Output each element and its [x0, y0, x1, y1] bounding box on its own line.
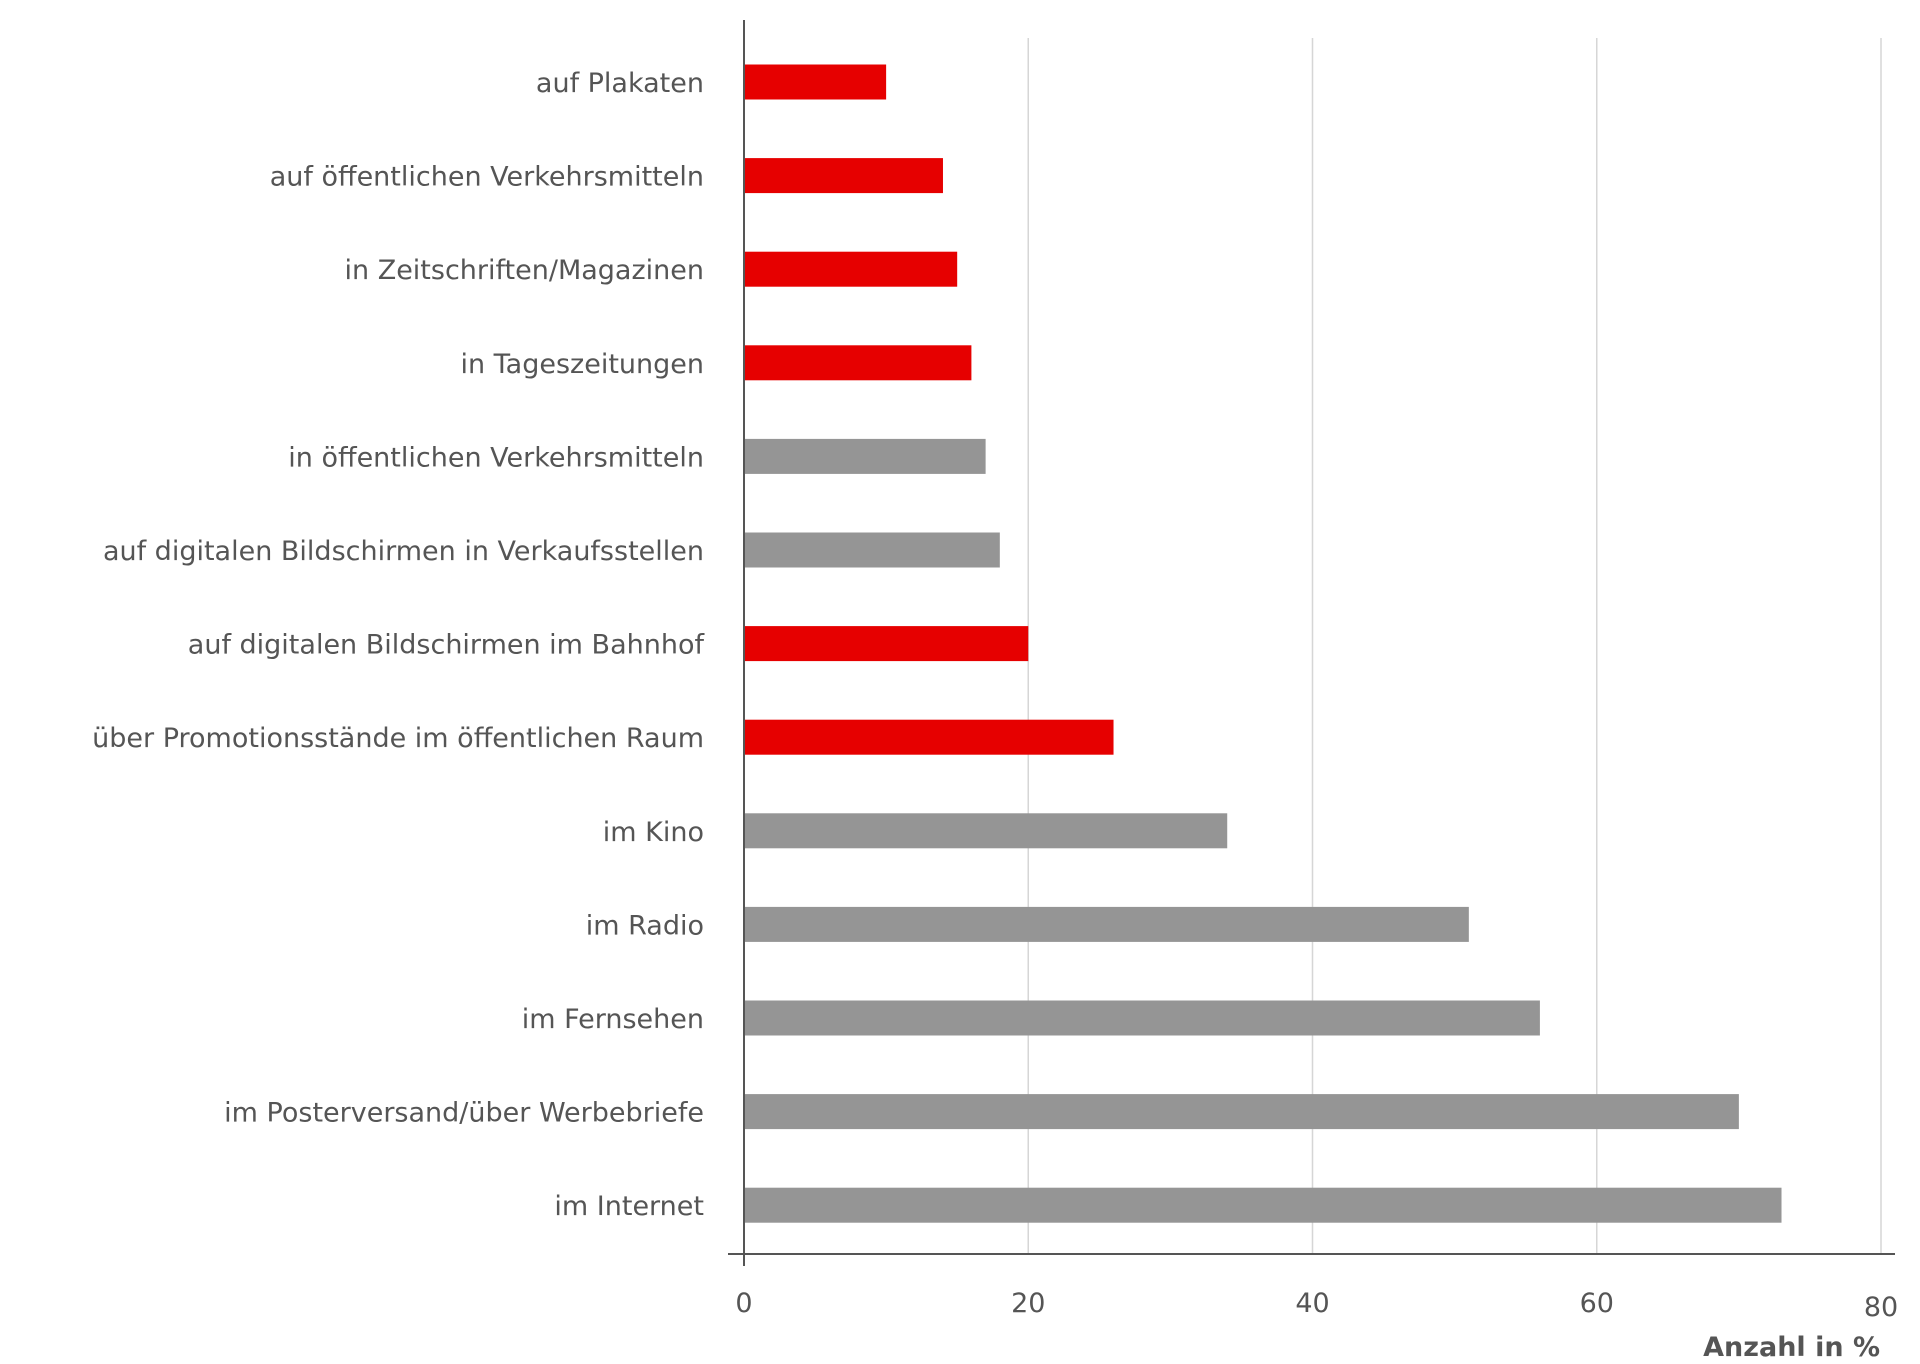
- category-label: auf Plakaten: [536, 68, 704, 99]
- bar: [744, 813, 1228, 849]
- x-tick-label: 20: [1011, 1288, 1045, 1319]
- category-label: in öffentlichen Verkehrsmitteln: [288, 442, 704, 473]
- category-label: auf öffentlichen Verkehrsmitteln: [270, 162, 704, 193]
- bar: [744, 64, 887, 100]
- bar: [744, 1094, 1739, 1130]
- x-tick-label: 0: [735, 1288, 752, 1319]
- category-label: im Kino: [603, 817, 704, 848]
- category-labels: auf Plakaten auf öffentlichen Verkehrsmit…: [92, 68, 705, 1222]
- category-label: auf digitalen Bildschirmen in Verkaufsst…: [103, 536, 704, 567]
- bar: [744, 626, 1029, 662]
- category-label: in Zeitschriften/Magazinen: [345, 255, 705, 286]
- category-label: auf digitalen Bildschirmen im Bahnhof: [188, 630, 706, 661]
- category-label: in Tageszeitungen: [460, 349, 704, 380]
- bar: [744, 719, 1114, 755]
- x-tick-label: 40: [1295, 1288, 1329, 1319]
- bar: [744, 438, 986, 474]
- category-label: im Posterversand/über Werbebriefe: [224, 1098, 704, 1129]
- x-axis-title: Anzahl in %: [1703, 1332, 1880, 1363]
- bar: [744, 1000, 1540, 1036]
- axes: [728, 20, 1895, 1266]
- bar: [744, 1187, 1782, 1223]
- category-label: im Radio: [586, 910, 704, 941]
- x-tick-label: 60: [1580, 1288, 1614, 1319]
- category-label: im Fernsehen: [522, 1004, 704, 1035]
- category-label: über Promotionsstände im öffentlichen Ra…: [92, 723, 704, 754]
- grid-lines: [1027, 38, 1882, 1254]
- bars: [744, 64, 1782, 1223]
- category-label: im Internet: [554, 1191, 704, 1222]
- bar: [744, 158, 943, 194]
- x-tick-labels: 0 20 40 60 80: [735, 1288, 1898, 1323]
- bar: [744, 532, 1000, 568]
- bar: [744, 345, 972, 381]
- bar: [744, 906, 1469, 942]
- x-tick-label: 80: [1864, 1292, 1898, 1323]
- bar: [744, 251, 958, 287]
